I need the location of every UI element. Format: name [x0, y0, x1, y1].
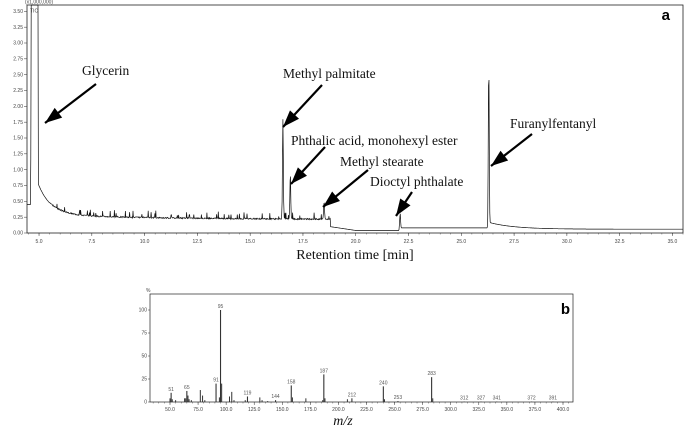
x-tick-label-a: 10.0 [140, 239, 150, 245]
peak-label: 158 [287, 379, 296, 385]
peak-label: 341 [493, 396, 502, 402]
x-tick-label-b: 275.0 [416, 407, 429, 413]
x-axis-title-a: Retention time [min] [296, 248, 413, 263]
y-tick-label-a: 3.00 [13, 41, 23, 47]
peak-label: 212 [348, 392, 357, 398]
x-tick-label-a: 30.0 [562, 239, 572, 245]
peak-annotation: Dioctyl phthalate [370, 174, 463, 189]
y-tick-label-a: 0.25 [13, 215, 23, 221]
peak-annotation: Glycerin [82, 63, 129, 78]
peak-label: 312 [460, 396, 469, 402]
peak-annotation: Methyl palmitate [283, 66, 376, 81]
peak-annotation: Methyl stearate [340, 154, 424, 169]
peak-annotation: Furanylfentanyl [510, 116, 596, 131]
panel-label-b: b [561, 301, 570, 318]
chromatogram-trace [27, 4, 683, 231]
x-tick-label-b: 225.0 [360, 407, 373, 413]
plot-frame-a [26, 4, 684, 234]
plot-frame-b [149, 293, 574, 403]
y-scale-label: (x1,000,000) [25, 0, 53, 6]
peak-label: 391 [549, 396, 558, 402]
x-tick-label-a: 22.5 [404, 239, 414, 245]
y-tick-label-b: 100 [139, 308, 148, 314]
x-tick-label-b: 250.0 [388, 407, 401, 413]
x-tick-label-a: 12.5 [193, 239, 203, 245]
y-tick-label-a: 0.00 [13, 231, 23, 237]
x-tick-label-b: 325.0 [473, 407, 486, 413]
y-tick-label-a: 1.75 [13, 120, 23, 126]
x-tick-label-a: 25.0 [456, 239, 466, 245]
x-tick-label-b: 375.0 [529, 407, 542, 413]
peak-label: 327 [477, 396, 486, 402]
x-tick-label-b: 350.0 [501, 407, 514, 413]
x-tick-label-b: 200.0 [332, 407, 345, 413]
y-tick-label-a: 3.50 [13, 9, 23, 15]
x-tick-label-b: 100.0 [220, 407, 233, 413]
peak-label: 144 [271, 394, 280, 400]
x-tick-label-a: 7.5 [88, 239, 95, 245]
y-tick-label-a: 1.50 [13, 136, 23, 142]
x-tick-label-b: 400.0 [557, 407, 570, 413]
x-tick-label-b: 150.0 [276, 407, 289, 413]
x-tick-label-a: 5.0 [36, 239, 43, 245]
arrow-head-icon [283, 110, 300, 127]
y-tick-label-a: 3.25 [13, 25, 23, 31]
panel-label-a: a [662, 7, 671, 24]
y-tick-label-a: 2.25 [13, 88, 23, 94]
y-tick-label-a: 0.75 [13, 183, 23, 189]
x-tick-label-b: 50.0 [165, 407, 175, 413]
peak-label: 119 [243, 390, 251, 396]
x-tick-label-a: 35.0 [668, 239, 678, 245]
peak-label: 91 [213, 378, 219, 384]
x-tick-label-a: 15.0 [245, 239, 255, 245]
x-axis-title-b: m/z [333, 414, 353, 429]
peak-label: 283 [427, 371, 436, 377]
peak-label: 187 [320, 368, 329, 374]
x-tick-label-b: 175.0 [304, 407, 317, 413]
y-tick-label-a: 2.00 [13, 104, 23, 110]
peak-label: 51 [168, 387, 174, 393]
y-tick-label-b: 50 [141, 354, 147, 360]
x-tick-label-b: 75.0 [193, 407, 203, 413]
x-tick-label-a: 27.5 [509, 239, 519, 245]
arrow-head-icon [323, 191, 340, 207]
y-tick-label-a: 1.25 [13, 152, 23, 158]
peak-label: 240 [379, 380, 388, 386]
x-tick-label-a: 17.5 [298, 239, 308, 245]
y-tick-label-a: 2.75 [13, 57, 23, 63]
y-axis-title-b: % [146, 288, 151, 294]
y-tick-label-b: 0 [144, 400, 147, 406]
x-tick-label-b: 300.0 [444, 407, 457, 413]
arrow-head-icon [45, 107, 63, 123]
y-tick-label-b: 25 [141, 377, 147, 383]
arrow-head-icon [396, 198, 411, 216]
x-tick-label-a: 20.0 [351, 239, 361, 245]
x-tick-label-a: 32.5 [615, 239, 625, 245]
y-tick-label-a: 2.50 [13, 72, 23, 78]
trace-label: TIC [30, 9, 38, 15]
arrow-head-icon [291, 167, 307, 184]
y-tick-label-a: 0.50 [13, 199, 23, 205]
y-tick-label-a: 1.00 [13, 167, 23, 173]
peak-label: 95 [218, 304, 224, 310]
arrow-head-icon [491, 150, 509, 166]
peak-label: 65 [184, 385, 190, 391]
x-tick-label-b: 125.0 [248, 407, 261, 413]
peak-label: 372 [527, 396, 536, 402]
peak-annotation: Phthalic acid, monohexyl ester [291, 133, 458, 148]
peak-label: 253 [394, 395, 403, 401]
y-tick-label-b: 75 [141, 331, 147, 337]
